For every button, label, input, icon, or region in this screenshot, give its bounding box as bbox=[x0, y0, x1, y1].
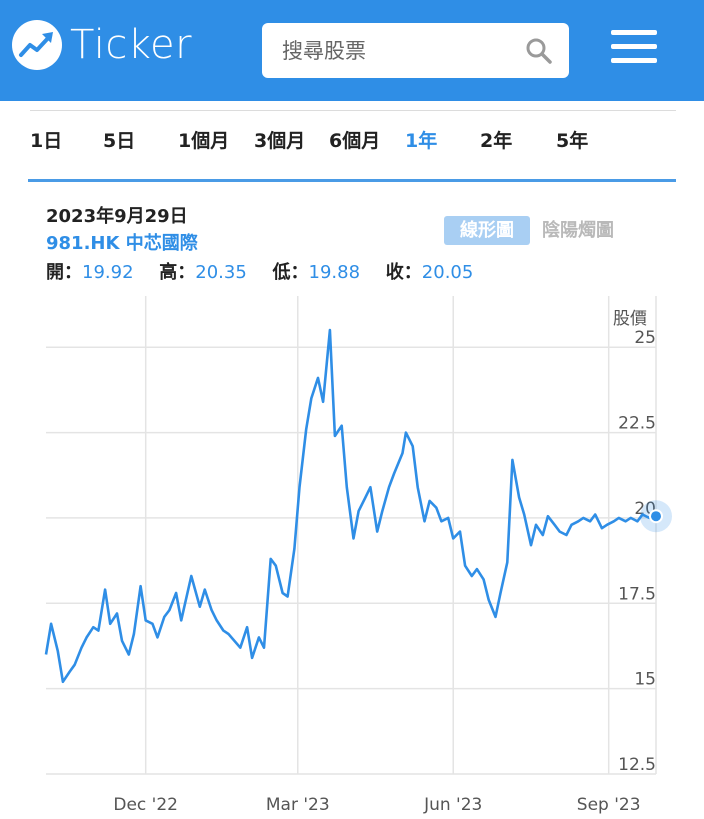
quote-date: 2023年9月29日 bbox=[46, 206, 188, 227]
hamburger-menu-icon[interactable] bbox=[611, 30, 657, 64]
low-label: 低： bbox=[272, 262, 309, 283]
y-tick-label: 25 bbox=[634, 328, 656, 348]
y-tick-label: 22.5 bbox=[618, 414, 656, 434]
divider bbox=[30, 110, 676, 111]
open-label: 開： bbox=[46, 262, 82, 283]
search-input[interactable] bbox=[282, 23, 522, 78]
app-logo[interactable]: Ticker bbox=[12, 20, 192, 70]
search-icon[interactable] bbox=[525, 37, 553, 65]
app-name: Ticker bbox=[70, 22, 193, 68]
range-tabs: 1日 5日 1個月 3個月 6個月 1年 2年 5年 bbox=[0, 126, 704, 162]
high-label: 高： bbox=[159, 262, 196, 283]
range-tab-1d[interactable]: 1日 bbox=[30, 130, 63, 152]
y-tick-label: 15 bbox=[634, 670, 656, 690]
search-box bbox=[262, 23, 569, 78]
chart-up-arrow-icon bbox=[12, 20, 62, 70]
range-tab-6m[interactable]: 6個月 bbox=[329, 130, 381, 152]
range-tab-1y[interactable]: 1年 bbox=[405, 130, 438, 152]
range-tab-2y[interactable]: 2年 bbox=[480, 130, 513, 152]
open-value: 19.92 bbox=[82, 262, 134, 283]
x-tick-label: Mar '23 bbox=[266, 795, 330, 815]
tabs-underline bbox=[28, 179, 676, 182]
range-tab-5y[interactable]: 5年 bbox=[556, 130, 589, 152]
line-chart-toggle[interactable]: 線形圖 bbox=[444, 216, 530, 245]
close-value: 20.05 bbox=[421, 262, 474, 283]
low-value: 19.88 bbox=[308, 262, 361, 283]
range-tab-5d[interactable]: 5日 bbox=[103, 130, 136, 152]
stock-name-link[interactable]: 981.HK 中芯國際 bbox=[46, 233, 198, 254]
close-label: 收： bbox=[385, 262, 422, 283]
high-value: 20.35 bbox=[195, 262, 247, 283]
y-tick-label: 17.5 bbox=[618, 584, 656, 604]
x-tick-label: Dec '22 bbox=[113, 795, 178, 815]
range-tab-3m[interactable]: 3個月 bbox=[254, 130, 306, 152]
price-series-line bbox=[44, 328, 657, 684]
range-tab-1m[interactable]: 1個月 bbox=[178, 130, 230, 152]
last-point-marker bbox=[649, 509, 663, 524]
x-tick-label: Sep '23 bbox=[577, 795, 641, 815]
y-axis-label: 股價 bbox=[613, 309, 647, 329]
x-tick-label: Jun '23 bbox=[423, 795, 482, 815]
app-header: Ticker bbox=[0, 0, 704, 101]
candlestick-chart-toggle[interactable]: 陰陽燭圖 bbox=[542, 220, 614, 241]
y-tick-label: 12.5 bbox=[618, 755, 656, 775]
ohlc-row: 開：19.92 高：20.35 低：19.88 收：20.05 bbox=[46, 258, 493, 284]
